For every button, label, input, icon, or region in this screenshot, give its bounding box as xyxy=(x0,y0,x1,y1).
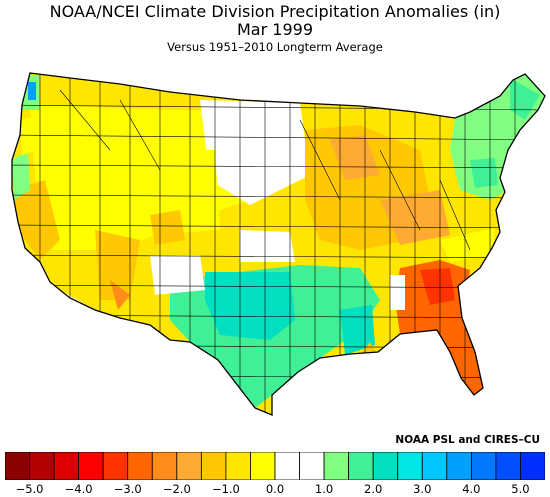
region-california-orange xyxy=(12,180,60,260)
legend-tick-label: 2.0 xyxy=(364,482,383,496)
legend-swatch xyxy=(250,452,276,480)
division-boundaries xyxy=(12,73,545,415)
legend-swatch xyxy=(151,452,178,480)
legend-tick-label: 1.0 xyxy=(314,482,334,496)
region-northern-plains-normal xyxy=(200,100,310,205)
region-new-mexico-normal xyxy=(150,255,205,295)
region-carolinas-yellow xyxy=(440,228,495,262)
legend-swatch xyxy=(323,452,350,480)
map-subtitle: Mar 1999 xyxy=(237,20,313,39)
region-olympic-blue xyxy=(28,82,36,100)
legend-swatch xyxy=(299,452,325,480)
legend-swatch xyxy=(200,452,227,480)
legend-tick-label: 5.0 xyxy=(511,482,530,496)
legend-swatch xyxy=(470,452,497,480)
legend-swatch xyxy=(397,452,423,480)
legend-tick-label: 0.0 xyxy=(265,482,285,496)
legend-tick-label: −3.0 xyxy=(113,482,142,496)
legend-swatch xyxy=(274,452,300,480)
legend-swatch xyxy=(102,452,129,480)
legend-swatch xyxy=(520,452,545,480)
legend-tick-label: −4.0 xyxy=(64,482,93,496)
region-arizona-orange xyxy=(95,230,140,300)
legend-swatch xyxy=(421,452,448,480)
legend-swatch xyxy=(29,452,55,480)
region-lower-mississippi-teal xyxy=(340,305,375,355)
region-iowa-deep-orange xyxy=(330,135,380,180)
legend-swatch xyxy=(348,452,374,480)
map-caption: Versus 1951–2010 Longterm Average xyxy=(167,40,383,54)
map-title: NOAA/NCEI Climate Division Precipitation… xyxy=(49,2,501,21)
legend-swatch xyxy=(127,452,153,480)
legend-tick-label: 4.0 xyxy=(462,482,481,496)
color-legend-bar xyxy=(5,452,545,480)
region-colorado-orange xyxy=(150,210,185,245)
legend-tick-label: −5.0 xyxy=(15,482,44,496)
legend-tick-label: −2.0 xyxy=(162,482,191,496)
legend-swatch xyxy=(5,452,30,480)
region-north-california-coast xyxy=(12,150,30,200)
credit-label: NOAA PSL and CIRES–CU xyxy=(395,434,540,446)
region-georgia-red xyxy=(420,268,455,305)
us-outline xyxy=(11,72,546,416)
region-arizona-deep-orange xyxy=(110,280,130,310)
region-texas-oklahoma-teal xyxy=(205,272,295,340)
legend-swatch xyxy=(372,452,399,480)
legend-swatch xyxy=(225,452,251,480)
region-kansas-normal xyxy=(240,230,295,262)
legend-swatch xyxy=(446,452,472,480)
legend-tick-label: 3.0 xyxy=(413,482,432,496)
legend-swatch xyxy=(53,452,80,480)
legend-swatch xyxy=(78,452,104,480)
legend-swatch xyxy=(495,452,521,480)
legend-swatch xyxy=(176,452,202,480)
legend-tick-label: −1.0 xyxy=(211,482,240,496)
region-alabama-normal xyxy=(390,275,405,310)
us-climate-division-map xyxy=(11,72,546,416)
region-new-york-green xyxy=(470,158,498,188)
